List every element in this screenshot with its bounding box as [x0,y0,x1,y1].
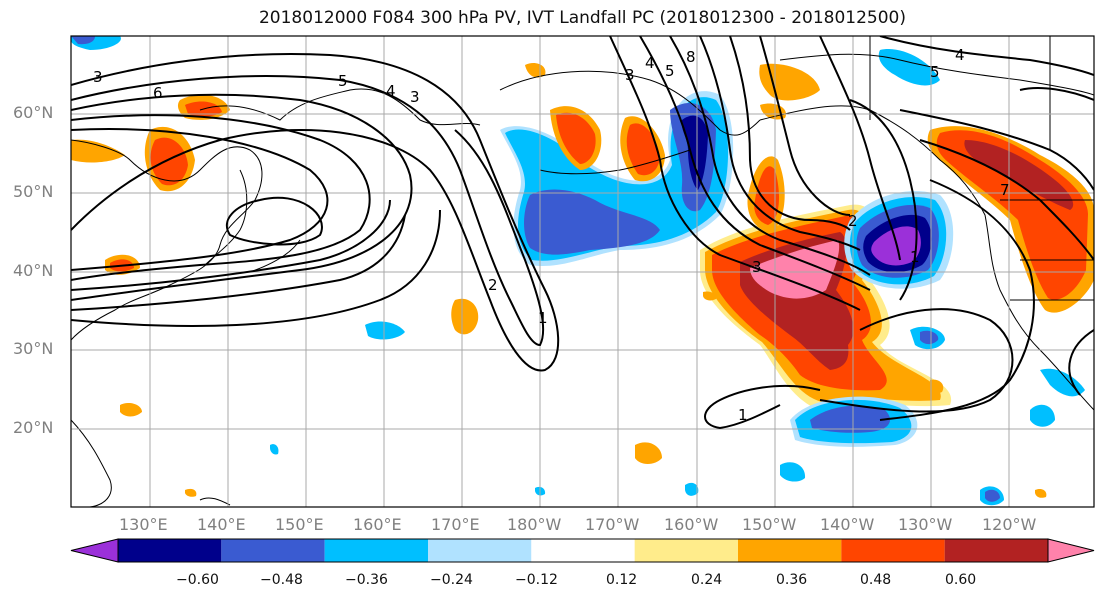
colorbar-bin [634,539,738,562]
lat-label: 60°N [13,103,54,122]
lon-label: 170°E [431,515,480,534]
contour-label: 1 [738,406,748,424]
colorbar-tick-label: −0.12 [515,572,558,588]
colorbar-tick-label: −0.36 [345,572,388,588]
colorbar-tick-label: 0.48 [860,572,892,588]
lon-label: 130°W [898,515,953,534]
shaded-anomalies [71,36,1094,506]
contour-label: 4 [645,54,655,72]
lon-label: 120°W [982,515,1037,534]
lon-label: 180°W [507,515,562,534]
colorbar-bin [531,539,635,562]
lat-label: 50°N [13,182,54,201]
lon-label: 140°E [197,515,246,534]
lon-label: 130°E [119,515,168,534]
contour-label: 5 [665,62,675,80]
colorbar-bin [738,539,842,562]
colorbar-tick-label: −0.48 [260,572,303,588]
contour-label: 6 [153,84,163,102]
lat-label: 20°N [13,418,54,437]
lat-label: 40°N [13,261,54,280]
contour-labels: 3 6 5 4 3 2 1 8 5 4 3 1 5 4 3 2 1 7 [93,46,1010,424]
coastlines [71,36,1094,507]
lon-label: 150°E [275,515,324,534]
contour-label: 5 [930,63,940,81]
colorbar-bin [324,539,428,562]
lon-label: 150°W [742,515,797,534]
colorbar-bin [428,539,532,562]
colorbar-bin [118,539,222,562]
contour-label: 8 [686,48,696,66]
colorbar-tick-label: −0.24 [430,572,473,588]
contour-label: 7 [1000,181,1010,199]
lon-label: 160°W [664,515,719,534]
lat-label: 30°N [13,339,54,358]
figure-title: 2018012000 F084 300 hPa PV, IVT Landfall… [258,8,906,28]
map-frame [70,35,1095,508]
colorbar-bin [841,539,945,562]
pv-contours [71,36,1094,430]
contour-label: 3 [93,68,103,86]
colorbar-tick-label: 0.24 [691,572,723,588]
colorbar [70,538,1095,563]
contour-label: 3 [410,88,420,106]
lon-label: 160°E [353,515,402,534]
contour-label: 1 [538,309,548,327]
contour-label: 4 [386,82,396,100]
lon-label: 140°W [820,515,875,534]
colorbar-bin [221,539,325,562]
colorbar-extension-low [70,538,119,563]
colorbar-bin [944,539,1048,562]
colorbar-extension-high [1047,538,1095,563]
colorbar-tick-label: 0.60 [945,572,977,588]
contour-label: 5 [338,72,348,90]
colorbar-frame [117,538,1049,563]
map-area: 3 6 5 4 3 2 1 8 5 4 3 1 5 4 3 2 1 7 [71,36,1094,507]
contour-label: 3 [625,66,635,84]
contour-label: 2 [488,276,498,294]
contour-label: 1 [910,248,920,266]
colorbar-tick-label: 0.12 [606,572,638,588]
colorbar-tick-label: −0.60 [176,572,219,588]
contour-label: 2 [848,212,858,230]
colorbar-tick-label: 0.36 [776,572,808,588]
lon-label: 170°W [585,515,640,534]
contour-label: 4 [955,46,965,64]
contour-label: 3 [752,258,762,276]
